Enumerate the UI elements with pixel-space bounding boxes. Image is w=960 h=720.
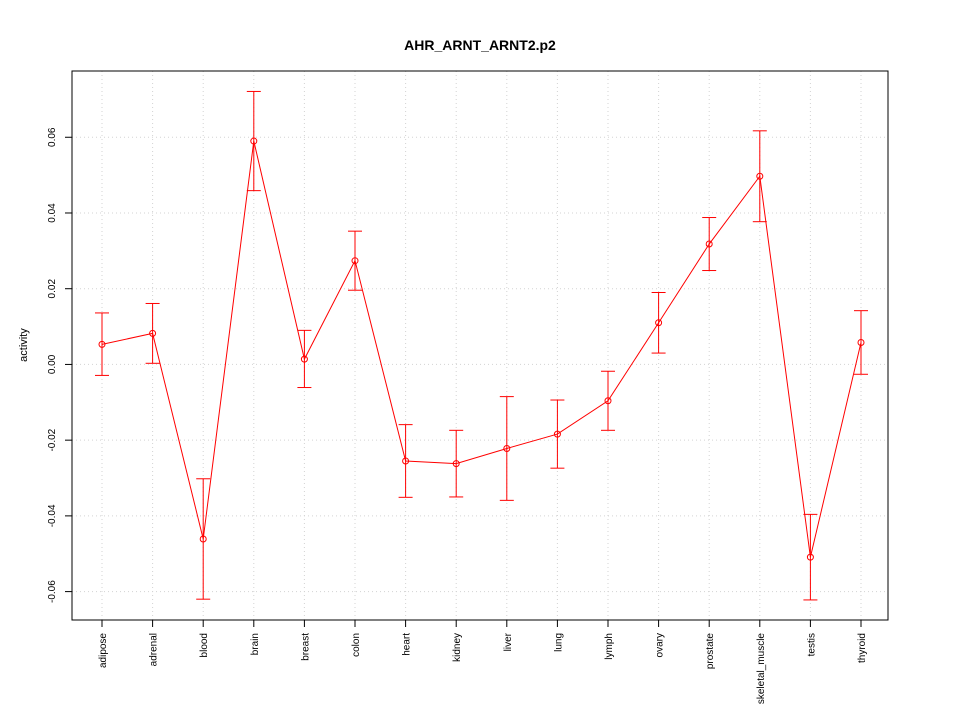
data-point	[452, 460, 460, 468]
y-tick-label: 0.02	[47, 279, 58, 299]
x-tick-label: testis	[806, 633, 817, 656]
x-tick-label: ovary	[655, 633, 666, 657]
x-tick-label: thyroid	[857, 633, 868, 663]
series-line-group	[101, 140, 862, 558]
data-point	[402, 457, 410, 465]
data-point	[857, 338, 865, 346]
error-bars	[95, 90, 868, 601]
y-tick-label: -0.04	[47, 504, 58, 527]
x-tick-label: brain	[250, 633, 261, 655]
x-tick-label: lung	[553, 633, 564, 652]
y-axis: -0.06 -0.04 -0.02 0.00 0.02 0.04 0.06	[47, 127, 72, 603]
data-point	[756, 172, 764, 180]
data-point	[199, 535, 207, 543]
x-tick-label: liver	[503, 632, 514, 651]
x-tick-label: heart	[402, 633, 413, 656]
data-point	[806, 553, 814, 561]
x-axis: adipose adrenal blood brain breast colon heart…	[98, 620, 868, 704]
series-line	[101, 140, 862, 558]
data-point	[503, 444, 511, 452]
data-point	[604, 397, 612, 405]
x-tick-label: blood	[199, 633, 210, 657]
x-tick-label: lymph	[604, 633, 615, 660]
data-point	[250, 137, 258, 145]
data-point	[98, 340, 106, 348]
plot-frame	[71, 70, 889, 621]
grid	[72, 71, 888, 620]
x-tick-label: breast	[300, 633, 311, 661]
data-points	[98, 137, 865, 561]
data-point	[300, 355, 308, 363]
data-point	[149, 329, 157, 337]
data-point	[553, 430, 561, 438]
x-tick-label: prostate	[705, 633, 716, 670]
data-point	[705, 240, 713, 248]
y-tick-label: -0.02	[47, 428, 58, 451]
data-point	[351, 257, 359, 265]
data-point	[655, 319, 663, 327]
y-axis-label: activity	[18, 328, 30, 362]
x-tick-label: kidney	[452, 633, 463, 662]
x-tick-label: adipose	[98, 633, 109, 668]
x-tick-label: colon	[351, 633, 362, 657]
chart-title: AHR_ARNT_ARNT2.p2	[404, 37, 556, 53]
y-tick-label: 0.06	[47, 127, 58, 147]
x-tick-label: adrenal	[149, 633, 160, 666]
y-tick-label: -0.06	[47, 580, 58, 603]
y-tick-label: 0.04	[47, 203, 58, 223]
y-tick-label: 0.00	[47, 354, 58, 374]
x-tick-label: skeletal_muscle	[756, 633, 767, 705]
